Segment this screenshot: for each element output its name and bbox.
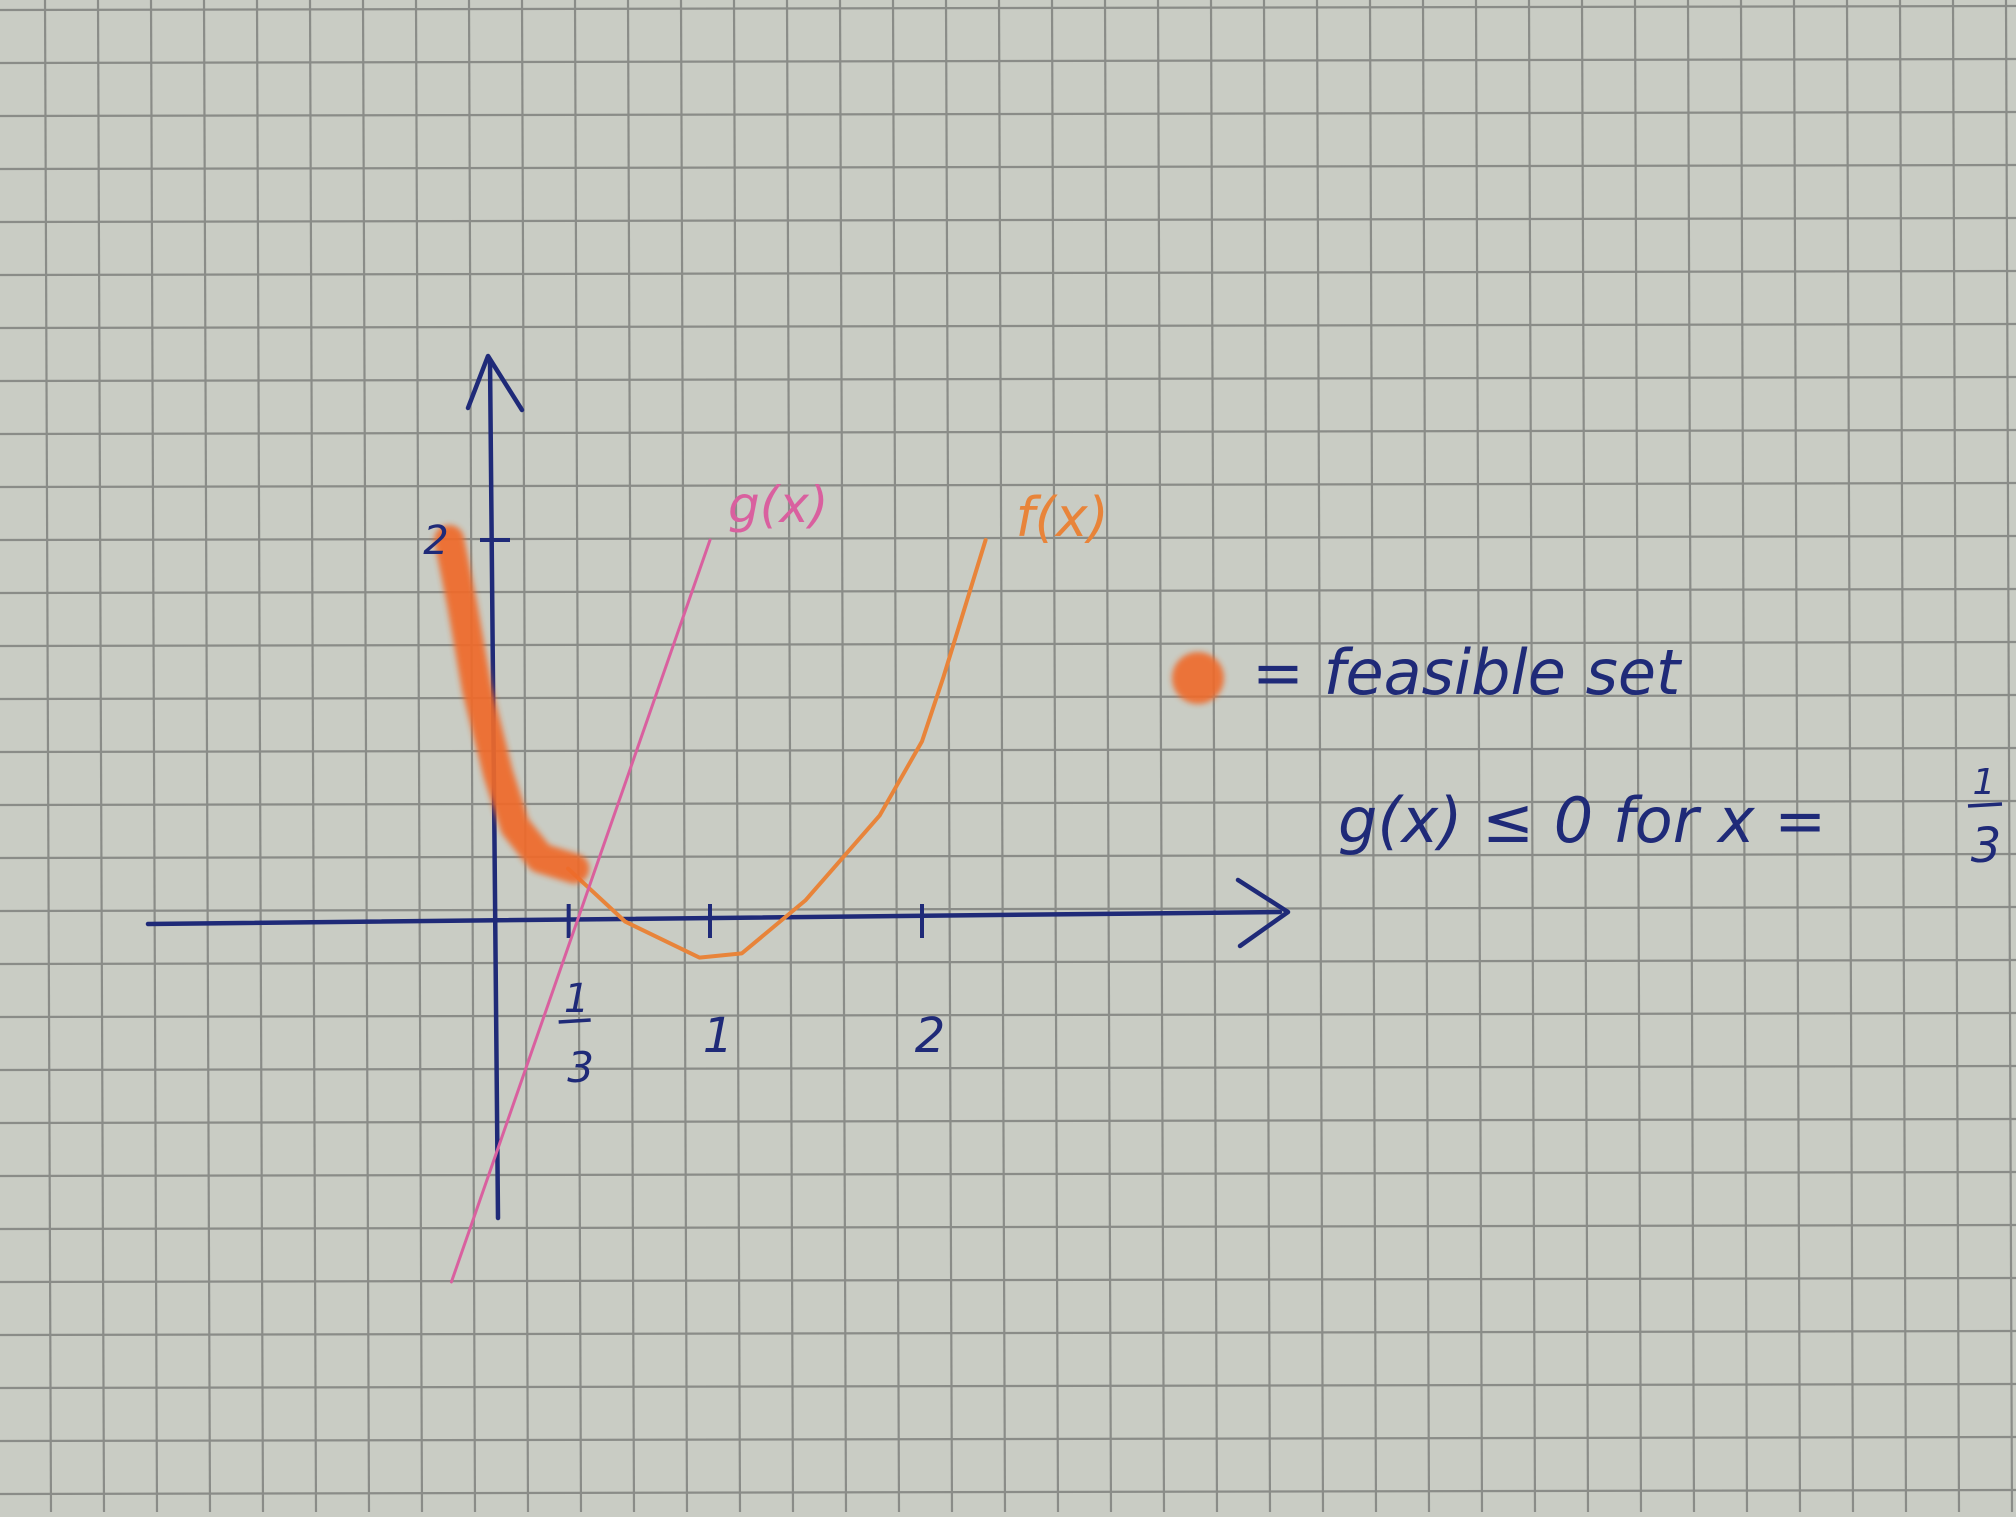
- grid-line-horizontal: [0, 216, 2016, 224]
- feasible-set-highlight: [434, 525, 590, 884]
- grid-line-vertical: [573, 0, 583, 1513]
- grid-line-vertical: [520, 0, 530, 1513]
- y-tick-label: 2: [423, 518, 448, 564]
- x-tick-label-numerator: 1: [564, 976, 589, 1022]
- grid-line-vertical: [467, 0, 477, 1513]
- grid-line-vertical: [43, 0, 53, 1513]
- grid-line-horizontal: [0, 905, 2016, 913]
- legend-text-feasible-set: = feasible set: [1252, 636, 1683, 709]
- legend-dot-feasible-set: [1172, 652, 1224, 704]
- grid-line-vertical: [838, 0, 848, 1513]
- grid-line-vertical: [891, 0, 901, 1513]
- grid-line-vertical: [96, 0, 106, 1513]
- grid-line-horizontal: [0, 799, 2016, 807]
- labels-layer: 1 3 1 2 2 g(x) f(x) = feasible set g(x) ≤ 0 for …: [423, 476, 2003, 1092]
- grid-line-vertical: [732, 0, 742, 1513]
- series-layer: [434, 525, 988, 1284]
- grid-line-vertical: [1474, 0, 1484, 1513]
- grid-line-vertical: [1103, 0, 1113, 1513]
- grid-line-vertical: [1951, 0, 1961, 1513]
- condition-fraction-numerator: 1: [1973, 762, 1996, 803]
- f-of-x-curve: [566, 538, 988, 960]
- grid-line-horizontal: [0, 1064, 2016, 1072]
- x-tick-label: 1: [703, 1008, 734, 1064]
- grid-line-vertical: [1050, 0, 1060, 1513]
- grid-line-vertical: [1633, 0, 1643, 1513]
- grid-line-vertical: [1368, 0, 1378, 1513]
- grid-line-vertical: [255, 0, 265, 1513]
- grid-line-vertical: [1209, 0, 1219, 1513]
- grid-line-horizontal: [0, 1011, 2016, 1019]
- grid-line-vertical: [1845, 0, 1855, 1513]
- grid-line-vertical: [1686, 0, 1696, 1513]
- x-tick-label: 2: [915, 1008, 946, 1064]
- grid-line-vertical: [679, 0, 689, 1513]
- g-of-x-label: g(x): [728, 476, 828, 534]
- grid-line-vertical: [1315, 0, 1325, 1513]
- grid-line-horizontal: [0, 1170, 2016, 1178]
- condition-fraction-denominator: 3: [1971, 818, 2002, 874]
- grid-line-horizontal: [0, 163, 2016, 171]
- grid-line-horizontal: [0, 1488, 2016, 1496]
- y-axis-arrowhead: [465, 353, 525, 413]
- x-axis-arrowhead: [1235, 877, 1291, 949]
- grid-line-horizontal: [0, 322, 2016, 330]
- grid-line-vertical: [308, 0, 318, 1513]
- grid-line-vertical: [626, 0, 636, 1513]
- grid-line-horizontal: [0, 1329, 2016, 1337]
- g-of-x-line: [449, 538, 712, 1284]
- grid-line-vertical: [1527, 0, 1537, 1513]
- x-tick-fraction-bar: [558, 1018, 591, 1024]
- grid-line-horizontal: [0, 428, 2016, 436]
- grid-line-horizontal: [0, 481, 2016, 489]
- grid-line-horizontal: [0, 4, 2016, 12]
- grid-line-vertical: [1739, 0, 1749, 1513]
- grid-line-vertical: [1262, 0, 1272, 1513]
- grid-line-vertical: [1580, 0, 1590, 1513]
- grid-line-vertical: [202, 0, 212, 1513]
- grid-line-horizontal: [0, 269, 2016, 277]
- grid-line-horizontal: [0, 534, 2016, 542]
- grid-line-horizontal: [0, 1435, 2016, 1443]
- grid-line-vertical: [149, 0, 159, 1513]
- grid-line-horizontal: [0, 958, 2016, 966]
- grid-line-horizontal: [0, 1276, 2016, 1284]
- grid-line-horizontal: [0, 587, 2016, 595]
- grid-line-vertical: [944, 0, 954, 1513]
- grid-line-horizontal: [0, 852, 2016, 860]
- grid-line-horizontal: [0, 1223, 2016, 1231]
- x-axis-line: [145, 909, 1283, 927]
- grid-line-vertical: [785, 0, 795, 1513]
- grid-line-vertical: [1792, 0, 1802, 1513]
- grid-line-vertical: [1156, 0, 1166, 1513]
- grid-line-horizontal: [0, 640, 2016, 648]
- grid-line-vertical: [1421, 0, 1431, 1513]
- grid-line-horizontal: [0, 1117, 2016, 1125]
- grid-line-vertical: [361, 0, 371, 1513]
- condition-fraction-bar: [1967, 802, 2003, 808]
- grid-line-vertical: [997, 0, 1007, 1513]
- grid-line-vertical: [414, 0, 424, 1513]
- grid-line-horizontal: [0, 375, 2016, 383]
- grid-line-horizontal: [0, 746, 2016, 754]
- x-tick-label-denominator: 3: [567, 1043, 594, 1092]
- f-of-x-label: f(x): [1016, 486, 1109, 549]
- grid-line-horizontal: [0, 693, 2016, 701]
- grid-line-vertical: [2004, 0, 2014, 1513]
- grid-line-horizontal: [0, 57, 2016, 65]
- grid-line-vertical: [1898, 0, 1908, 1513]
- grid-line-horizontal: [0, 1382, 2016, 1390]
- grid-line-horizontal: [0, 110, 2016, 118]
- condition-text: g(x) ≤ 0 for x =: [1338, 784, 1826, 857]
